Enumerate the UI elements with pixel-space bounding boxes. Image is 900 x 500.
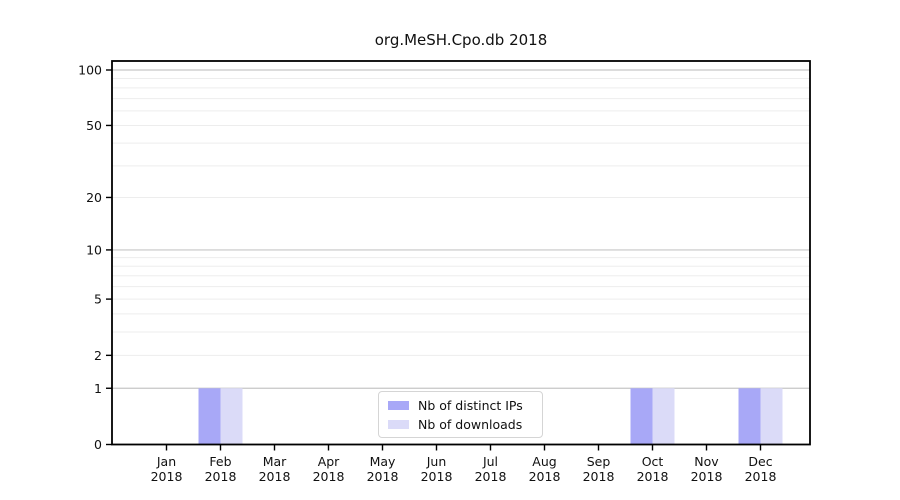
- x-tick-label-year: 2018: [259, 469, 291, 484]
- x-tick-label-year: 2018: [475, 469, 507, 484]
- y-tick-label: 2: [94, 348, 102, 363]
- x-tick-label-year: 2018: [691, 469, 723, 484]
- bar-downloads-oct-2018: [652, 388, 675, 445]
- legend-swatch-distinct-ips: [388, 400, 409, 410]
- x-tick-label-year: 2018: [745, 469, 777, 484]
- y-tick-label: 20: [86, 190, 102, 205]
- plot-border: [111, 60, 811, 446]
- chart-title: org.MeSH.Cpo.db 2018: [374, 31, 548, 49]
- x-tick-label-month: Nov: [694, 454, 719, 469]
- bar-downloads-dec-2018: [760, 388, 783, 445]
- y-tick-label: 100: [78, 63, 102, 78]
- x-tick-label-year: 2018: [205, 469, 237, 484]
- x-tick-label-month: Oct: [642, 454, 664, 469]
- bar-distinct-ips-feb-2018: [198, 388, 221, 445]
- x-tick-label-month: Dec: [748, 454, 772, 469]
- x-tick-label-year: 2018: [151, 469, 183, 484]
- x-tick-label-year: 2018: [313, 469, 345, 484]
- x-tick-label-year: 2018: [529, 469, 561, 484]
- bar-distinct-ips-oct-2018: [630, 388, 653, 445]
- x-tick-label-month: Feb: [209, 454, 231, 469]
- x-tick-label-year: 2018: [367, 469, 399, 484]
- y-tick-label: 5: [94, 292, 102, 307]
- x-tick-label-month: Sep: [587, 454, 611, 469]
- x-tick-label-year: 2018: [637, 469, 669, 484]
- x-tick-label-month: Jan: [156, 454, 176, 469]
- legend-item-distinct-ips: Nb of distinct IPs: [388, 399, 533, 412]
- x-tick-label-month: Aug: [532, 454, 556, 469]
- bar-distinct-ips-dec-2018: [738, 388, 761, 445]
- x-tick-label-month: May: [370, 454, 396, 469]
- legend: Nb of distinct IPs Nb of downloads: [378, 391, 543, 438]
- y-tick-label: 50: [86, 118, 102, 133]
- x-tick-label-month: Jun: [426, 454, 447, 469]
- legend-label-downloads: Nb of downloads: [418, 416, 523, 432]
- x-tick-label-year: 2018: [583, 469, 615, 484]
- y-tick-label: 1: [94, 381, 102, 396]
- bar-downloads-feb-2018: [220, 388, 243, 445]
- x-tick-label-year: 2018: [421, 469, 453, 484]
- y-tick-label: 0: [94, 437, 102, 452]
- x-tick-label-month: Apr: [318, 454, 340, 469]
- legend-label-distinct-ips: Nb of distinct IPs: [418, 397, 523, 413]
- x-tick-label-month: Mar: [263, 454, 287, 469]
- legend-item-downloads: Nb of downloads: [388, 418, 533, 431]
- legend-swatch-downloads: [388, 419, 409, 429]
- x-tick-label-month: Jul: [482, 454, 498, 469]
- y-tick-label: 10: [86, 242, 102, 257]
